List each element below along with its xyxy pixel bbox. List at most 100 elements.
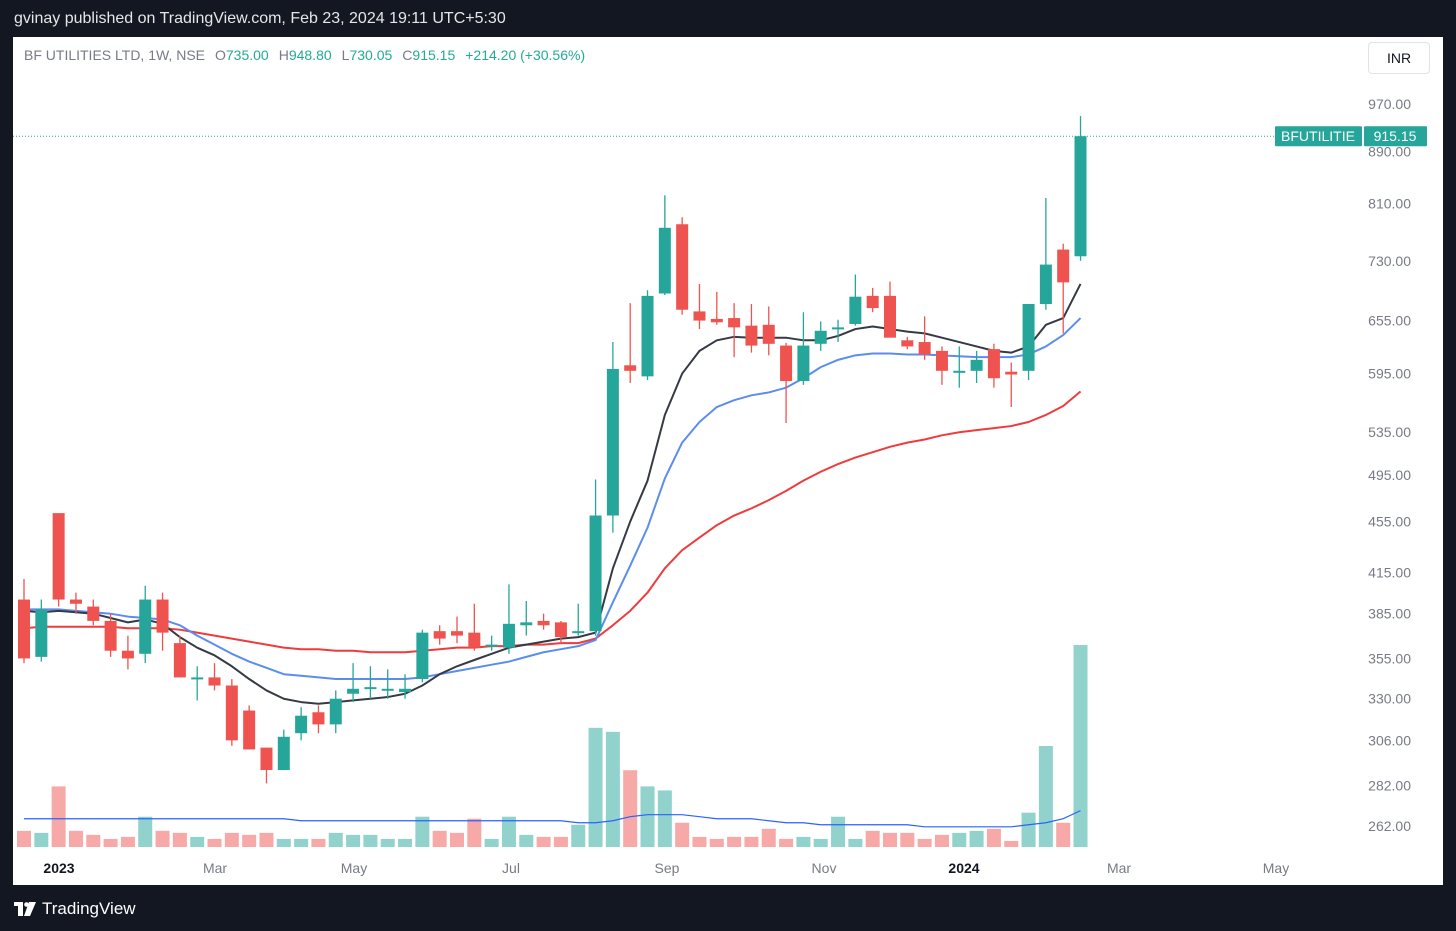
volume-bar	[346, 834, 361, 847]
candle	[554, 620, 567, 644]
volume-bar	[813, 838, 828, 847]
y-axis-tick: 970.00	[1368, 96, 1411, 112]
x-axis-label: Mar	[203, 860, 227, 876]
volume-bar	[588, 727, 603, 847]
candle	[537, 613, 550, 630]
volume-bar	[363, 834, 378, 847]
volume-bar	[605, 731, 620, 847]
y-axis-tick: 730.00	[1368, 253, 1411, 269]
volume-bar	[848, 838, 863, 847]
x-axis-label: Mar	[1107, 860, 1131, 876]
candle-body	[104, 620, 117, 651]
volume-bar	[17, 830, 31, 847]
candle-body	[780, 345, 793, 382]
volume-bar	[120, 836, 135, 847]
y-axis-tick: 415.00	[1368, 564, 1411, 580]
volume-bar	[779, 838, 794, 847]
candle	[451, 616, 463, 644]
candle	[762, 306, 775, 356]
candle-body	[901, 340, 914, 347]
candle-body	[1022, 303, 1035, 371]
candle	[935, 346, 948, 385]
volume-bar	[969, 830, 984, 847]
candle	[260, 747, 273, 784]
candle	[139, 585, 152, 664]
volume-ma-line	[24, 810, 1081, 828]
candle	[1057, 243, 1070, 334]
ema-mid-line	[24, 317, 1082, 681]
candle-body	[797, 345, 810, 382]
candle	[572, 603, 585, 636]
candle	[243, 705, 256, 750]
volume-bar	[103, 838, 118, 847]
price-tag: BFUTILITIE 915.15	[1275, 126, 1427, 147]
candle	[485, 635, 498, 651]
candle	[121, 635, 134, 670]
ema-fast-line	[23, 283, 1082, 705]
volume-bar	[276, 838, 291, 847]
y-axis-tick: 810.00	[1368, 195, 1411, 211]
volume-bar	[900, 832, 915, 847]
candle-body	[173, 643, 186, 678]
y-axis-tick: 282.00	[1368, 777, 1411, 793]
candle	[520, 600, 533, 636]
candle	[347, 663, 360, 703]
volume-bar	[796, 836, 811, 847]
x-axis-label: 2024	[948, 860, 979, 876]
candle	[901, 336, 914, 350]
candle-body	[191, 677, 204, 680]
volume-bar	[917, 838, 932, 847]
volume-bar	[640, 786, 655, 847]
candle-body	[935, 350, 948, 371]
price-tag-value: 915.15	[1374, 128, 1417, 144]
candle	[641, 290, 654, 381]
candle	[433, 625, 446, 645]
volume-bar	[727, 836, 742, 847]
volume-bar	[623, 770, 638, 847]
x-axis-label: 2023	[43, 860, 74, 876]
candle	[416, 629, 429, 683]
volume-bar	[328, 832, 343, 847]
volume-bar	[242, 834, 257, 847]
tradingview-logo[interactable]: TradingView	[14, 899, 136, 919]
price-tag-symbol: BFUTILITIE	[1281, 128, 1355, 144]
currency-button[interactable]: INR	[1368, 42, 1430, 74]
candle-body	[329, 698, 342, 725]
volume-bar	[294, 838, 309, 847]
volume-bar	[190, 836, 205, 847]
candle	[329, 690, 342, 734]
price-chart[interactable]: 970.00 890.00 810.00 730.00 655.00 595.00 535.…	[13, 37, 1443, 885]
low-value: 730.05	[349, 47, 393, 63]
candle-body	[953, 370, 966, 373]
candle-body	[381, 688, 394, 691]
volume-bar	[883, 832, 897, 847]
candle-body	[537, 620, 550, 626]
candle	[987, 343, 1000, 388]
y-axis-tick: 330.00	[1368, 691, 1411, 707]
candle	[399, 674, 412, 699]
candle-body	[52, 513, 65, 600]
close-label: C	[402, 47, 413, 63]
candle	[468, 603, 481, 651]
candle-body	[554, 622, 567, 638]
candle-body	[69, 599, 82, 604]
candle-body	[1074, 136, 1087, 257]
volume-bar	[172, 832, 187, 847]
candle-body	[589, 515, 602, 632]
candle	[728, 303, 741, 358]
open-value: 735.00	[225, 47, 269, 63]
candle	[624, 303, 637, 383]
candle-body	[641, 295, 654, 377]
candle-body	[208, 677, 221, 686]
candle-body	[225, 685, 238, 741]
high-value: 948.80	[288, 47, 332, 63]
candle	[1005, 362, 1018, 408]
chart-panel[interactable]: 970.00 890.00 810.00 730.00 655.00 595.00 535.…	[13, 37, 1443, 885]
candle-body	[35, 609, 48, 657]
volume-bar	[536, 836, 551, 847]
candle	[18, 578, 30, 664]
candle	[814, 321, 827, 351]
candle-body	[347, 688, 360, 694]
candle-body	[918, 342, 931, 355]
candle-body	[676, 224, 689, 310]
